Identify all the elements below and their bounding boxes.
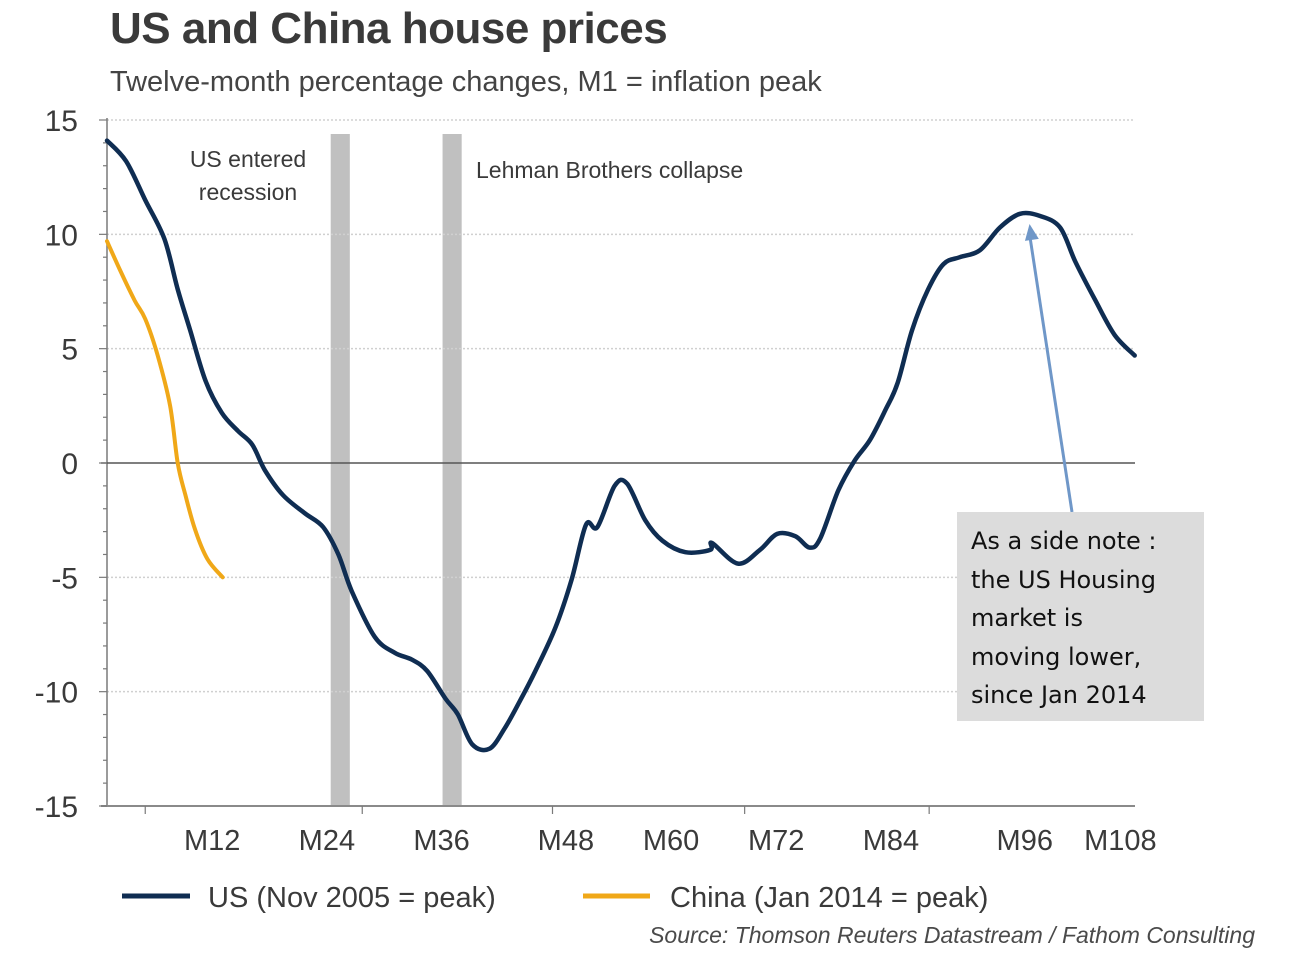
annotation-line: the US Housing xyxy=(971,565,1157,594)
series-line-china xyxy=(105,239,225,580)
axes xyxy=(99,118,1135,814)
y-tick-label: -5 xyxy=(51,562,78,595)
y-tick-labels: 15 10 5 0 -5 -10 -15 xyxy=(35,105,78,824)
x-tick-label: M108 xyxy=(1084,825,1157,857)
annotation-line: market is xyxy=(971,604,1083,632)
x-tick-label: M72 xyxy=(748,825,804,857)
band-labels: US entered recession Lehman Brothers colla… xyxy=(190,146,743,205)
annotation-box: As a side note : the US Housing market is m… xyxy=(957,512,1204,721)
chart-subtitle: Twelve-month percentage changes, M1 = in… xyxy=(110,66,822,98)
legend: US (Nov 2005 = peak) China (Jan 2014 = p… xyxy=(122,882,988,914)
series-lines xyxy=(104,138,1137,753)
legend-label-us: US (Nov 2005 = peak) xyxy=(208,882,496,914)
x-tick-label: M96 xyxy=(997,825,1053,857)
x-tick-label: M48 xyxy=(538,825,594,857)
arrow-head-icon xyxy=(1024,224,1039,241)
annotation-line: moving lower, xyxy=(971,642,1142,671)
x-tick-label: M12 xyxy=(184,825,240,857)
legend-label-china: China (Jan 2014 = peak) xyxy=(670,882,988,914)
arrow-shaft xyxy=(1028,233,1074,513)
recession-band-1 xyxy=(442,134,462,806)
chart-title: US and China house prices xyxy=(110,4,668,53)
x-tick-label: M84 xyxy=(863,825,919,857)
x-tick-label: M60 xyxy=(643,825,699,857)
annotation-arrow xyxy=(1024,224,1074,513)
recession-bands xyxy=(330,134,462,806)
x-tick-label: M36 xyxy=(413,825,469,857)
y-tick-label: 10 xyxy=(45,219,78,252)
series-line-us xyxy=(104,138,1137,753)
x-tick-labels: M12 M24 M36 M48 M60 M72 M84 M96 M108 xyxy=(184,825,1157,857)
y-tick-label: 0 xyxy=(61,448,78,481)
recession-band-0 xyxy=(330,134,350,806)
annotation-line: since Jan 2014 xyxy=(971,681,1147,709)
y-tick-label: -10 xyxy=(35,677,78,710)
y-tick-label: 15 xyxy=(45,105,78,138)
annotation-line: As a side note : xyxy=(971,527,1157,555)
band-label-lehman: Lehman Brothers collapse xyxy=(476,157,743,183)
band-label-recession: recession xyxy=(199,179,297,205)
y-tick-label: -15 xyxy=(35,791,78,824)
band-label-recession: US entered xyxy=(190,146,306,172)
y-tick-label: 5 xyxy=(61,334,78,367)
x-tick-label: M24 xyxy=(299,825,355,857)
source-note: Source: Thomson Reuters Datastream / Fat… xyxy=(649,922,1255,948)
